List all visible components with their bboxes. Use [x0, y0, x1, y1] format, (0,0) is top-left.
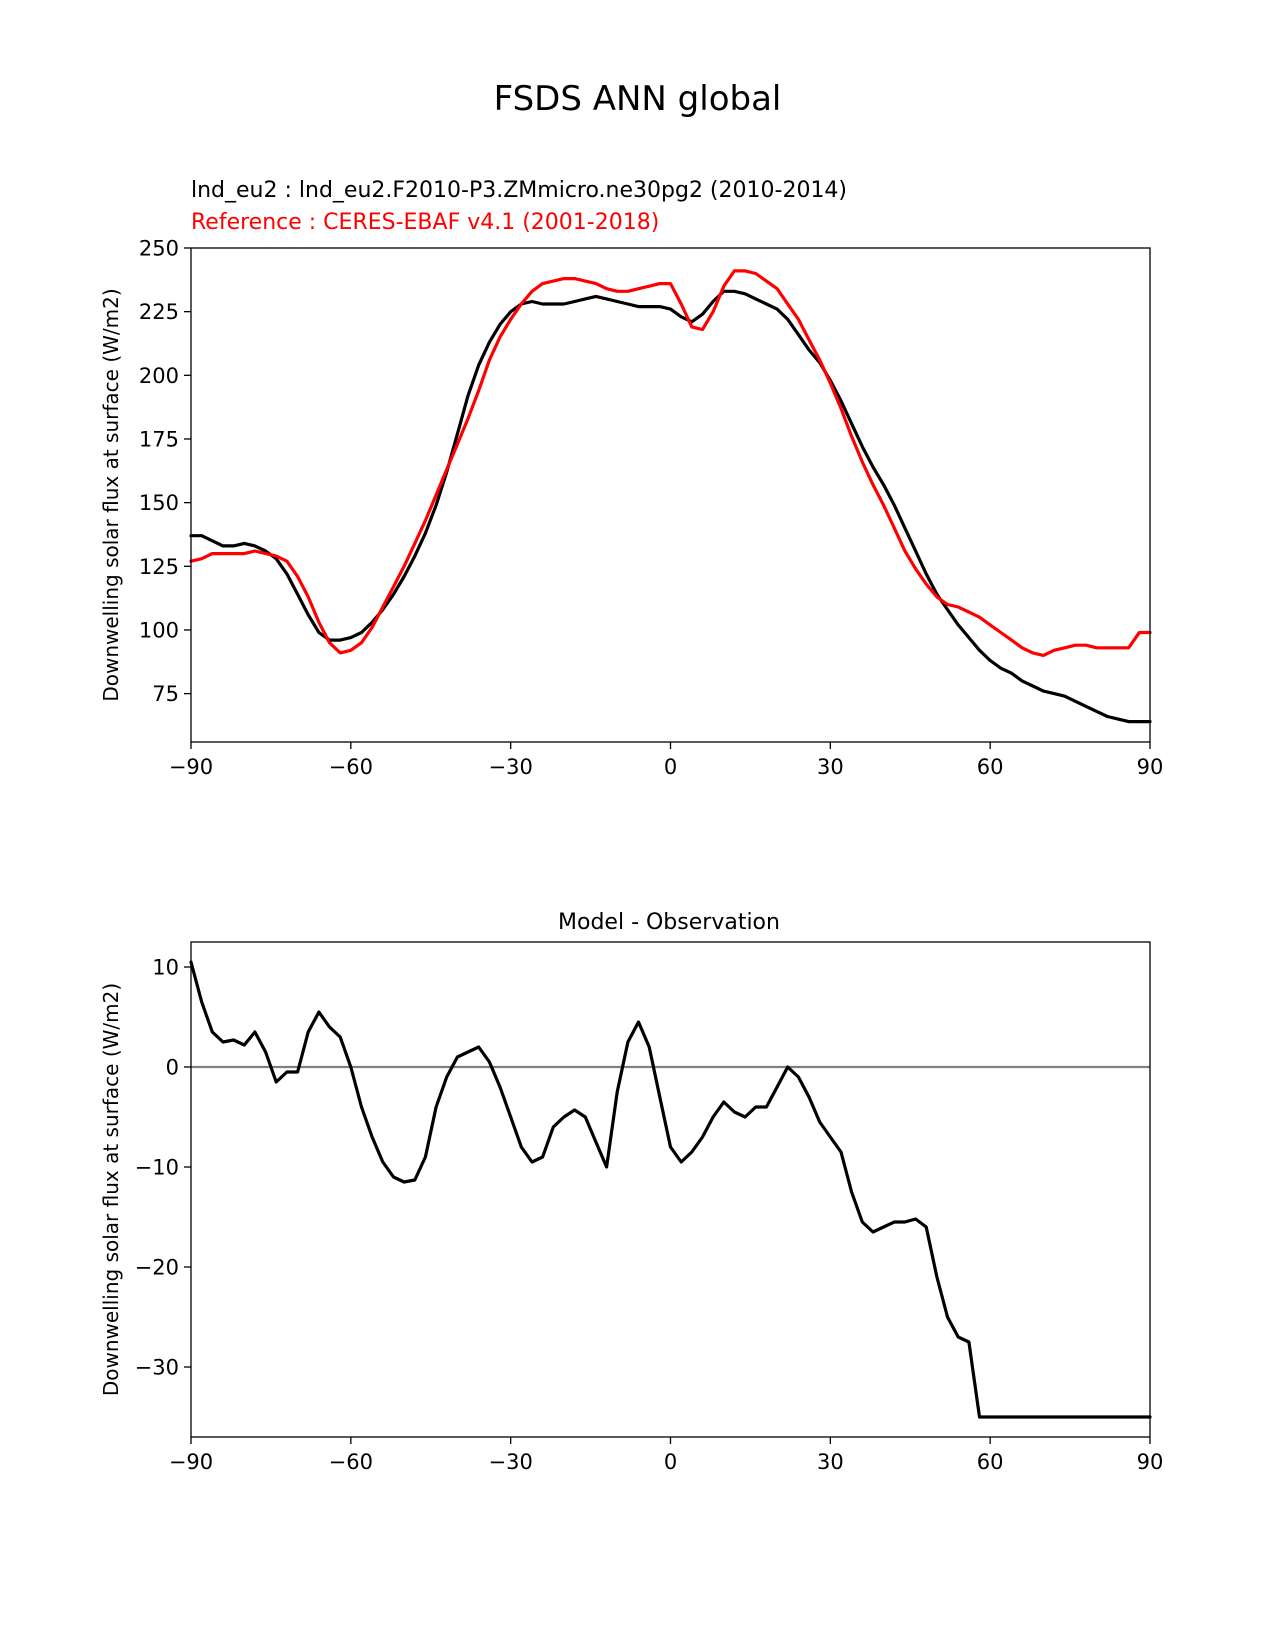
x-tick-label: 30: [817, 1450, 844, 1474]
x-tick-label: −90: [169, 1450, 213, 1474]
x-tick-label: 60: [977, 1450, 1004, 1474]
legend-ref-label: Reference : CERES-EBAF v4.1 (2001-2018): [191, 210, 659, 235]
y-tick-label: 10: [152, 956, 179, 980]
upper-panel: lnd_eu2 : lnd_eu2.F2010-P3.ZMmicro.ne30p…: [99, 178, 1163, 779]
y-tick-label: −30: [135, 1356, 179, 1380]
y-tick-label: −20: [135, 1256, 179, 1280]
x-tick-label: 60: [977, 755, 1004, 779]
y-axis-label: Downwelling solar flux at surface (W/m2): [99, 983, 123, 1396]
x-tick-label: 30: [817, 755, 844, 779]
series-line-test: [189, 289, 1152, 724]
series-line-difference: [189, 960, 1152, 1419]
y-axis-label: Downwelling solar flux at surface (W/m2): [99, 288, 123, 701]
x-tick-label: 90: [1137, 1450, 1164, 1474]
x-tick-label: −30: [489, 755, 533, 779]
y-tick-label: 100: [139, 618, 179, 642]
x-tick-label: 0: [664, 755, 677, 779]
legend-test-label: lnd_eu2 : lnd_eu2.F2010-P3.ZMmicro.ne30p…: [191, 178, 847, 203]
x-tick-label: 90: [1137, 755, 1164, 779]
difference-title: Model - Observation: [558, 910, 780, 935]
x-tick-label: −90: [169, 755, 213, 779]
lower-panel: Model - Observation −90 −60 −30 0 30 60 90 −30 −…: [99, 910, 1163, 1474]
series-line-ref: [189, 269, 1152, 658]
y-tick-label: 150: [139, 491, 179, 515]
y-tick-label: 125: [139, 555, 179, 579]
figure-title: FSDS ANN global: [494, 79, 782, 119]
x-tick-label: −60: [329, 1450, 373, 1474]
y-tick-label: 225: [139, 300, 179, 324]
x-tick-label: −60: [329, 755, 373, 779]
y-tick-label: 0: [166, 1056, 179, 1080]
x-tick-label: −30: [489, 1450, 533, 1474]
y-tick-label: 175: [139, 427, 179, 451]
y-tick-label: 250: [139, 237, 179, 261]
y-tick-label: 200: [139, 364, 179, 388]
x-tick-label: 0: [664, 1450, 677, 1474]
y-tick-label: −10: [135, 1156, 179, 1180]
y-tick-label: 75: [152, 682, 179, 706]
